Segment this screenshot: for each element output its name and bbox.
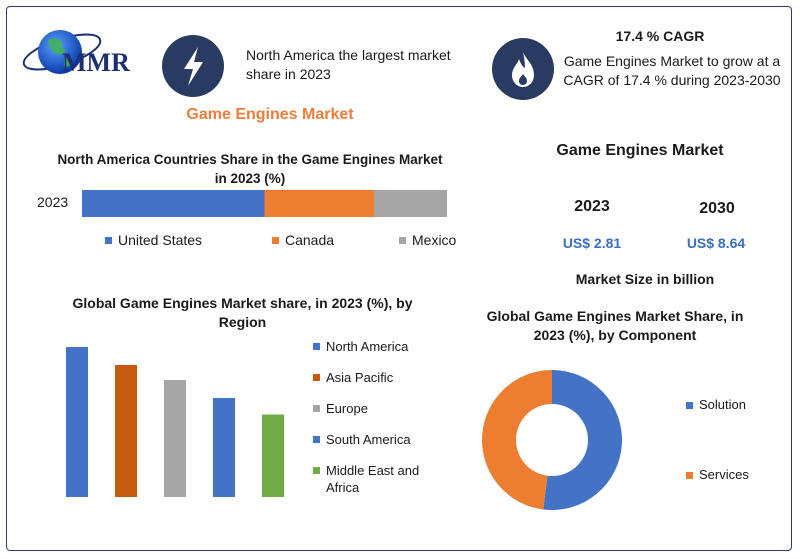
flame-icon (512, 52, 534, 87)
region-bar-asia-pacific (115, 365, 137, 497)
region-bar-chart (66, 347, 284, 497)
component-chart-title: Global Game Engines Market Share, in 202… (486, 308, 744, 343)
legend-label: Solution (699, 397, 746, 412)
region-bar-middle-east-and-africa (262, 414, 284, 497)
stacked-bar-segment-united-states (82, 190, 265, 217)
fact2-text: Game Engines Market to grow at a CAGR of… (563, 53, 781, 88)
fact1-text: North America the largest market share i… (246, 47, 451, 82)
year-2023: 2023 (574, 198, 610, 215)
region-bar-south-america (213, 398, 235, 497)
legend-services: Services (686, 467, 749, 482)
legend-label: North America (326, 339, 409, 354)
legend-swatch (313, 436, 320, 443)
legend-label: South America (326, 432, 411, 447)
stacked-bar-segment-mexico (374, 190, 447, 217)
fact2-icon-circle (492, 38, 554, 100)
stacked-category-label: 2023 (37, 194, 69, 210)
legend-swatch (313, 343, 320, 350)
legend-label: Asia Pacific (326, 370, 394, 385)
legend-europe: Europe (313, 400, 428, 417)
legend-label: Canada (285, 232, 335, 248)
lightning-icon (184, 47, 203, 86)
mmr-logo: MMR (18, 22, 153, 92)
legend-swatch (686, 402, 693, 409)
legend-swatch (313, 374, 320, 381)
legend-swatch (313, 405, 320, 412)
legend-swatch (313, 467, 320, 474)
legend-asia-pacific: Asia Pacific (313, 369, 428, 386)
legend-swatch (399, 237, 406, 244)
legend-canada: Canada (272, 232, 334, 248)
legend-label: United States (118, 232, 203, 248)
value-2023: US$ 2.81 (562, 235, 622, 251)
infographic-frame (6, 6, 792, 551)
logo-text: MMR (62, 48, 130, 77)
legend-label: Europe (326, 401, 368, 416)
legend-united-states: United States (105, 232, 202, 248)
cagr-title: 17.4 % CAGR (615, 28, 705, 44)
legend-mexico: Mexico (399, 232, 456, 248)
market-size-note: Market Size in billion (575, 271, 715, 287)
legend-swatch (686, 472, 693, 479)
legend-north-america: North America (313, 338, 428, 355)
stacked-bar-segment-canada (264, 190, 374, 217)
country-chart-title: North America Countries Share in the Gam… (57, 152, 443, 186)
globe-icon (22, 30, 102, 74)
region-bar-north-america (66, 347, 88, 497)
main-title: Game Engines Market (186, 106, 354, 123)
region-bar-europe (164, 380, 186, 497)
legend-label: Middle East and Africa (326, 463, 420, 495)
donut-slice-services (481, 370, 552, 510)
year-2030: 2030 (699, 200, 735, 217)
legend-solution: Solution (686, 397, 746, 412)
market-size-title: Game Engines Market (556, 142, 724, 159)
legend-swatch (105, 237, 112, 244)
stacked-bar-chart (82, 190, 447, 217)
legend-south-america: South America (313, 431, 428, 448)
donut-slice-solution (543, 370, 622, 510)
region-chart-title: Global Game Engines Market share, in 202… (72, 295, 413, 330)
value-2030: US$ 8.64 (686, 235, 746, 251)
legend-label: Services (699, 467, 749, 482)
component-donut-chart (481, 370, 622, 510)
legend-label: Mexico (412, 232, 457, 248)
legend-middle-east-and-africa: Middle East and Africa (313, 462, 428, 496)
legend-swatch (272, 237, 279, 244)
fact1-icon-circle (162, 35, 224, 97)
